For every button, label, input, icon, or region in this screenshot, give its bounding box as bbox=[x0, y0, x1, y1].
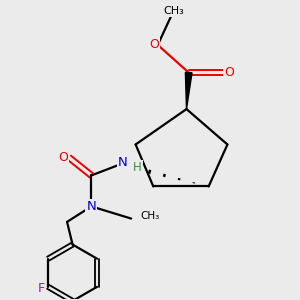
Text: N: N bbox=[86, 200, 96, 213]
Polygon shape bbox=[185, 72, 192, 109]
Text: F: F bbox=[37, 282, 44, 295]
Text: O: O bbox=[149, 38, 159, 51]
Text: CH₃: CH₃ bbox=[140, 211, 160, 221]
Text: N: N bbox=[118, 156, 128, 169]
Text: O: O bbox=[58, 151, 68, 164]
Text: O: O bbox=[224, 66, 234, 79]
Text: CH₃: CH₃ bbox=[164, 6, 184, 16]
Text: H: H bbox=[133, 161, 142, 174]
